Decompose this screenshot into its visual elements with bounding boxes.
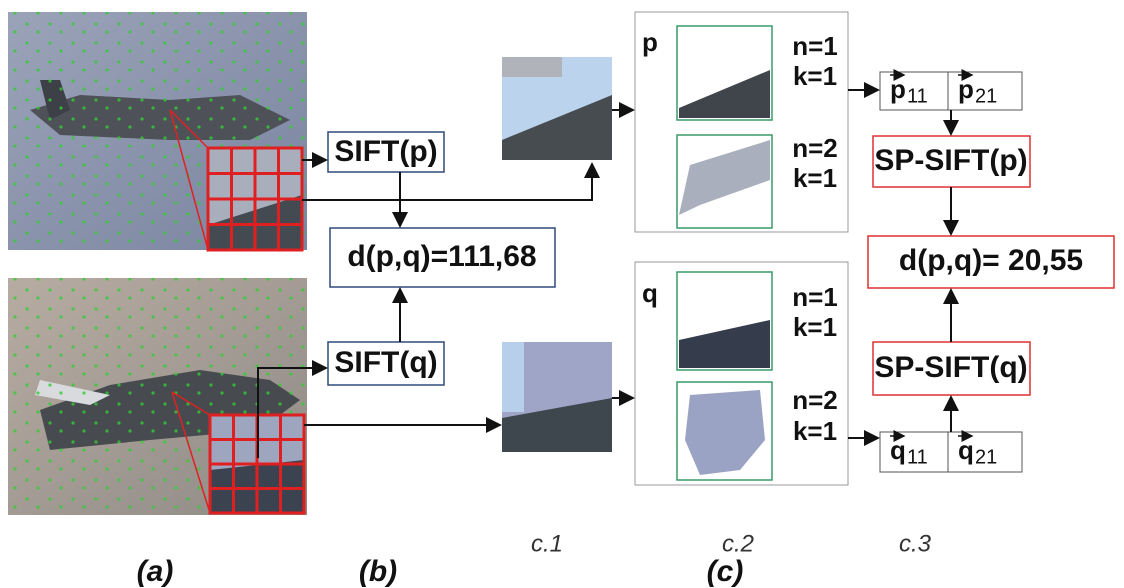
vector-symbol: p <box>890 74 906 104</box>
panel-label: (b) <box>359 555 397 588</box>
column-label: c.1 <box>531 530 563 557</box>
patch-top <box>502 57 612 160</box>
sp-sift-p: SP-SIFT(p) <box>874 144 1027 177</box>
sp-sift-p-box <box>872 135 1031 188</box>
sift-q: SIFT(q) <box>334 346 437 379</box>
vector-index: 11 <box>907 446 928 468</box>
sift-q-box <box>327 341 445 386</box>
segment-n: n=1 <box>792 31 838 61</box>
sift-p: SIFT(p) <box>334 135 437 168</box>
sift-p-box <box>327 131 445 173</box>
sp-sift-distance: d(p,q)= 20,55 <box>899 244 1083 277</box>
segment-images <box>676 25 773 481</box>
region-label: p <box>642 27 658 57</box>
photo-top <box>8 12 307 252</box>
segment-k: k=1 <box>793 312 837 342</box>
sp-sift-q-box <box>872 341 1031 396</box>
segment-n: n=2 <box>792 385 838 415</box>
sp-sift-distance-box <box>867 235 1115 289</box>
vector-index: 21 <box>975 85 997 107</box>
column-label: c.2 <box>722 530 754 557</box>
segment-n: n=1 <box>792 282 838 312</box>
patch-bottom <box>502 342 612 452</box>
segment-k: k=1 <box>793 163 837 193</box>
vector-index: 21 <box>975 446 997 468</box>
vectors: p 11 p 21q 11 q 21 <box>890 69 997 468</box>
arrows <box>257 82 959 458</box>
vector-symbol: q <box>958 435 974 465</box>
column-label: c.3 <box>899 530 932 557</box>
photo-bottom <box>8 278 307 515</box>
panel-label: (c) <box>707 555 744 588</box>
segment-n: n=2 <box>792 133 838 163</box>
segment-k: k=1 <box>793 416 837 446</box>
vector-index: 11 <box>907 85 928 107</box>
sp-sift-q: SP-SIFT(q) <box>874 351 1027 384</box>
vector-symbol: q <box>890 435 906 465</box>
vector-symbol: p <box>958 74 974 104</box>
region-label: q <box>642 278 658 308</box>
panel-label: (a) <box>137 555 174 588</box>
sift-distance-box <box>329 227 556 288</box>
segment-k: k=1 <box>793 61 837 91</box>
sift-distance: d(p,q)=111,68 <box>347 240 536 273</box>
